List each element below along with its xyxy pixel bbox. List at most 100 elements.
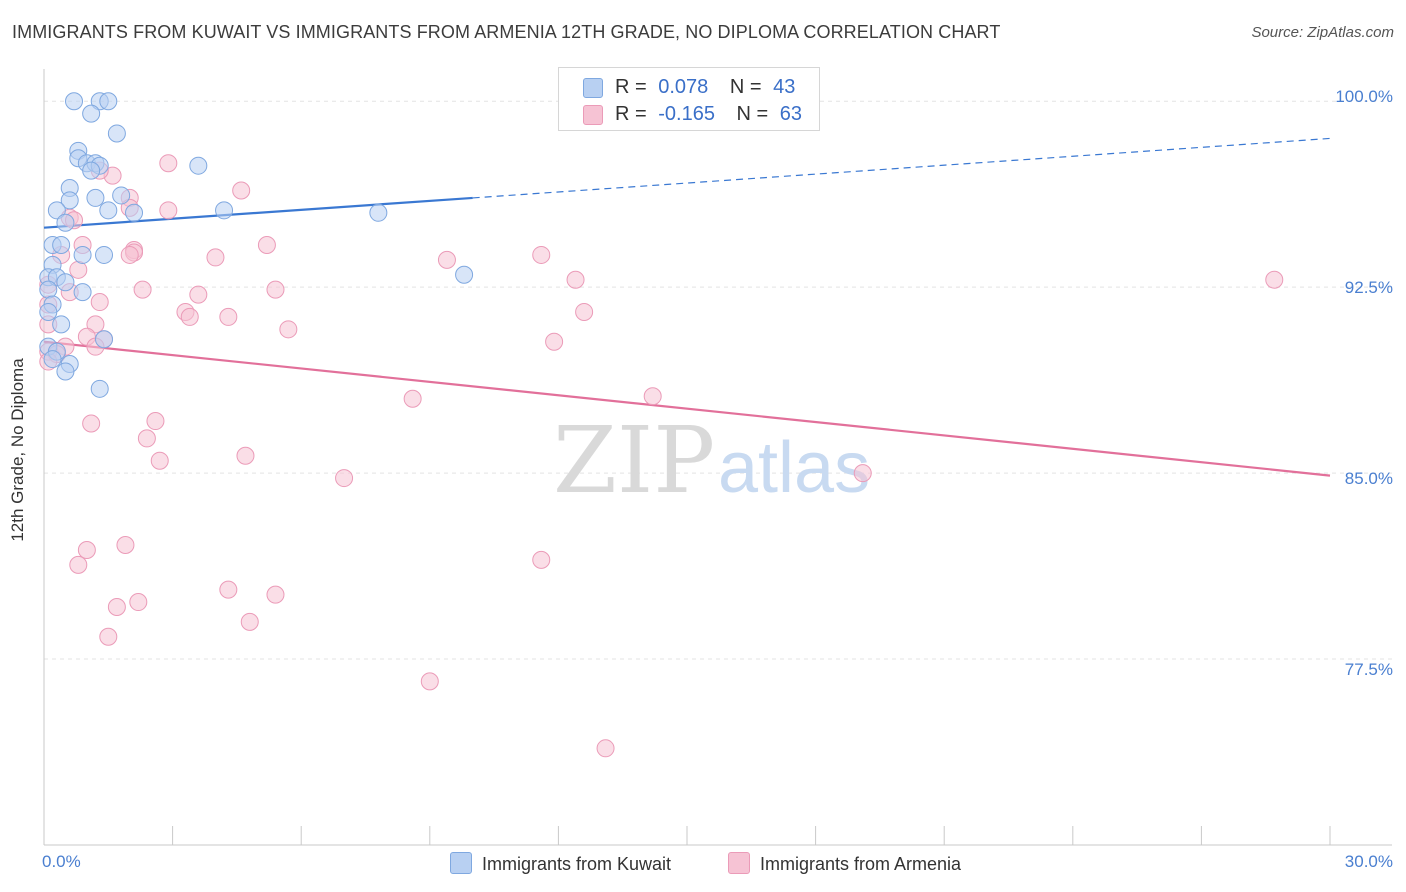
armenia-point (279, 320, 298, 339)
y-axis-label: 12th Grade, No Diploma (8, 358, 27, 542)
armenia-swatch (583, 105, 603, 125)
n-label: N = (729, 76, 762, 98)
y-tick-77-5: 77.5% (1344, 660, 1393, 679)
armenia-point (180, 307, 199, 326)
armenia-point (236, 446, 255, 465)
armenia-point (566, 270, 585, 289)
kuwait-legend-swatch (450, 852, 472, 874)
armenia-point (206, 248, 225, 267)
trend-line-kuwait (43, 196, 473, 229)
armenia-point (532, 550, 551, 569)
armenia-point (133, 280, 152, 299)
kuwait-point (39, 302, 58, 321)
armenia-point (545, 332, 564, 351)
kuwait-point (90, 379, 109, 398)
kuwait-point (99, 92, 118, 111)
axes (43, 69, 1392, 846)
kuwait-point (43, 350, 62, 369)
r-label: R = (615, 103, 647, 125)
series-legend: Immigrants from Kuwait Immigrants from A… (0, 852, 1406, 878)
armenia-point (596, 739, 615, 758)
kuwait-point (107, 124, 126, 143)
armenia-point (219, 580, 238, 599)
armenia-point (99, 627, 118, 646)
kuwait-point (215, 201, 234, 220)
legend-item-armenia[interactable]: Immigrants from Armenia (728, 852, 961, 875)
armenia-point (232, 181, 251, 200)
correlation-legend: R = 0.078 N = 43 R = -0.165 N = 63 (558, 67, 820, 131)
armenia-point (240, 612, 259, 631)
kuwait-point (112, 186, 131, 205)
watermark-atlas: atlas (718, 428, 870, 508)
legend-label-kuwait: Immigrants from Kuwait (482, 854, 672, 874)
armenia-point (77, 540, 96, 559)
trend-line-armenia (43, 340, 1331, 477)
kuwait-point (56, 362, 75, 381)
armenia-point (257, 236, 276, 255)
kuwait-point (60, 191, 79, 210)
kuwait-point (369, 203, 388, 222)
data-points (39, 92, 1284, 758)
kuwait-point (73, 283, 92, 302)
armenia-point (1265, 270, 1284, 289)
armenia-point (69, 555, 88, 574)
y-tick-85: 85.0% (1344, 469, 1393, 488)
n-value-kuwait: 43 (773, 76, 796, 98)
kuwait-point (95, 330, 114, 349)
kuwait-point (82, 104, 101, 123)
x-tick-0: 0.0% (42, 852, 81, 871)
armenia-point (90, 293, 109, 312)
r-value-kuwait: 0.078 (658, 76, 709, 98)
trend-line-kuwait-extension (472, 137, 1331, 199)
armenia-point (107, 597, 126, 616)
armenia-point (120, 245, 139, 264)
armenia-point (335, 469, 354, 488)
kuwait-point (455, 265, 474, 284)
armenia-point (116, 536, 135, 555)
armenia-legend-swatch (728, 852, 750, 874)
watermark-zip: ZIP (553, 407, 715, 514)
armenia-point (437, 250, 456, 269)
armenia-point (420, 672, 439, 691)
source-label: Source: ZipAtlas.com (1251, 24, 1394, 41)
armenia-point (159, 201, 178, 220)
armenia-point (129, 593, 148, 612)
kuwait-point (99, 201, 118, 220)
armenia-point (159, 154, 178, 173)
kuwait-swatch (583, 78, 603, 98)
kuwait-point (65, 92, 84, 111)
armenia-point (219, 307, 238, 326)
y-tick-100: 100.0% (1335, 87, 1393, 106)
armenia-point (69, 260, 88, 279)
kuwait-point (73, 245, 92, 264)
n-value-armenia: 63 (779, 103, 803, 125)
kuwait-point (86, 188, 105, 207)
kuwait-point (189, 156, 208, 175)
chart-title: IMMIGRANTS FROM KUWAIT VS IMMIGRANTS FRO… (12, 22, 1001, 42)
armenia-point (137, 429, 156, 448)
r-value-armenia: -0.165 (658, 103, 715, 125)
trend-lines (43, 137, 1331, 477)
legend-label-armenia: Immigrants from Armenia (760, 854, 962, 874)
armenia-point (146, 412, 165, 431)
kuwait-point (125, 203, 144, 222)
legend-item-kuwait[interactable]: Immigrants from Kuwait (450, 852, 671, 875)
kuwait-point (56, 213, 75, 232)
armenia-point (532, 245, 551, 264)
r-label: R = (615, 76, 647, 98)
armenia-point (575, 302, 594, 321)
kuwait-point (52, 236, 71, 255)
kuwait-point (82, 161, 101, 180)
kuwait-point (95, 245, 114, 264)
armenia-point (403, 389, 422, 408)
armenia-point (266, 585, 285, 604)
armenia-point (150, 451, 169, 470)
kuwait-point (52, 315, 71, 334)
armenia-point (189, 285, 208, 304)
armenia-point (853, 464, 872, 483)
x-tick-30: 30.0% (1344, 852, 1393, 871)
n-label: N = (736, 103, 769, 125)
armenia-point (266, 280, 285, 299)
watermark: ZIP atlas (553, 407, 870, 514)
kuwait-point (39, 280, 58, 299)
